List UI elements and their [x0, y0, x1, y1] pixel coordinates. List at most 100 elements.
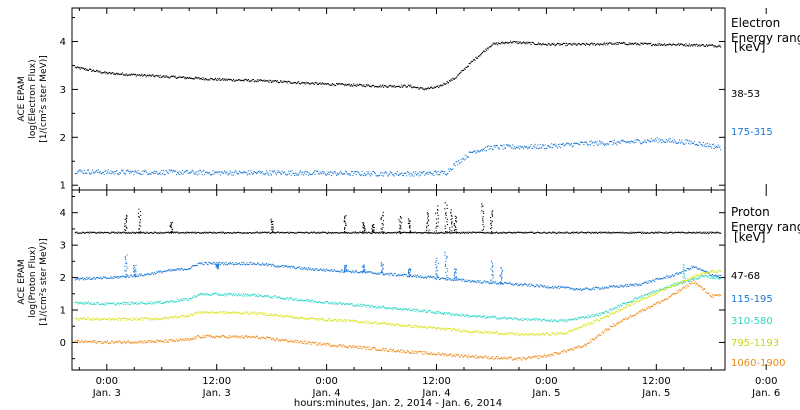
electron-data-point: [595, 44, 597, 46]
proton-data-point: [91, 278, 93, 280]
electron-data-point: [641, 42, 643, 44]
proton-data-point: [514, 283, 516, 285]
proton-data-point: [175, 231, 177, 233]
proton-data-point: [524, 319, 526, 321]
electron-data-point: [455, 77, 457, 79]
electron-data-point: [381, 175, 383, 177]
electron-data-point: [261, 80, 263, 82]
proton-data-point: [369, 271, 371, 273]
proton-spike-point: [125, 276, 127, 278]
electron-data-point: [350, 85, 352, 87]
proton-data-point: [161, 232, 163, 234]
electron-data-point: [406, 171, 408, 173]
electron-data-point: [195, 172, 197, 174]
electron-data-point: [115, 171, 117, 173]
electron-data-point: [187, 77, 189, 79]
electron-data-point: [192, 78, 194, 80]
electron-data-point: [668, 43, 670, 45]
proton-data-point: [594, 286, 596, 288]
proton-data-point: [332, 319, 334, 321]
electron-data-point: [504, 43, 506, 45]
proton-data-point: [417, 311, 419, 313]
proton-data-point: [472, 281, 474, 283]
proton-spike-point: [455, 268, 457, 270]
proton-data-point: [381, 305, 383, 307]
proton-data-point: [350, 320, 352, 322]
proton-data-point: [114, 232, 116, 234]
proton-data-point: [533, 333, 535, 335]
proton-spike-point: [343, 231, 345, 233]
proton-data-point: [155, 318, 157, 320]
proton-data-point: [180, 298, 182, 300]
proton-data-point: [340, 302, 342, 304]
proton-data-point: [623, 232, 625, 234]
electron-data-point: [707, 142, 709, 144]
proton-spike-point: [483, 226, 485, 228]
proton-data-point: [171, 270, 173, 272]
proton-data-point: [206, 263, 208, 265]
proton-data-point: [378, 231, 380, 233]
proton-data-point: [516, 282, 518, 284]
proton-data-point: [616, 232, 618, 234]
electron-data-point: [439, 172, 441, 174]
electron-data-point: [608, 42, 610, 44]
proton-data-point: [506, 283, 508, 285]
electron-data-point: [458, 160, 460, 162]
proton-data-point: [261, 232, 263, 234]
proton-data-point: [313, 231, 315, 233]
electron-data-point: [442, 170, 444, 172]
electron-data-point: [533, 43, 535, 45]
proton-data-point: [170, 231, 172, 233]
proton-data-point: [270, 313, 272, 315]
proton-data-point: [214, 312, 216, 314]
electron-data-point: [557, 43, 559, 45]
proton-data-point: [220, 231, 222, 233]
proton-data-point: [331, 231, 333, 233]
proton-data-point: [327, 232, 329, 234]
electron-data-point: [205, 78, 207, 80]
proton-data-point: [640, 296, 642, 298]
proton-data-point: [531, 319, 533, 321]
electron-data-point: [561, 44, 563, 46]
proton-data-point: [506, 332, 508, 334]
electron-data-point: [560, 43, 562, 45]
proton-data-point: [263, 231, 265, 233]
proton-data-point: [192, 314, 194, 316]
proton-data-point: [87, 301, 89, 303]
electron-data-point: [447, 172, 449, 174]
proton-spike-point: [410, 268, 412, 270]
proton-data-point: [152, 232, 154, 234]
proton-data-point: [500, 332, 502, 334]
proton-data-point: [375, 307, 377, 309]
proton-data-point: [267, 295, 269, 297]
proton-data-point: [306, 317, 308, 319]
electron-data-point: [201, 79, 203, 81]
proton-data-point: [599, 314, 601, 316]
proton-spike-point: [445, 231, 447, 233]
proton-ytick-label: 4: [60, 208, 66, 219]
electron-data-point: [137, 74, 139, 76]
electron-data-point: [104, 170, 106, 172]
proton-data-point: [639, 284, 641, 286]
proton-data-point: [455, 231, 457, 233]
electron-data-point: [96, 169, 98, 171]
proton-data-point: [560, 319, 562, 321]
proton-data-point: [523, 334, 525, 336]
proton-data-point: [422, 311, 424, 313]
electron-data-point: [356, 83, 358, 85]
electron-data-point: [650, 140, 652, 142]
proton-data-point: [390, 272, 392, 274]
proton-data-point: [438, 232, 440, 234]
proton-data-point: [150, 231, 152, 233]
proton-data-point: [514, 333, 516, 335]
proton-data-point: [711, 232, 713, 234]
proton-data-point: [314, 317, 316, 319]
proton-data-point: [92, 277, 94, 279]
electron-data-point: [602, 142, 604, 144]
proton-data-point: [537, 319, 539, 321]
electron-data-point: [540, 147, 542, 149]
proton-data-point: [506, 318, 508, 320]
electron-data-point: [481, 150, 483, 152]
proton-data-point: [464, 281, 466, 283]
proton-spike-point: [490, 223, 492, 225]
